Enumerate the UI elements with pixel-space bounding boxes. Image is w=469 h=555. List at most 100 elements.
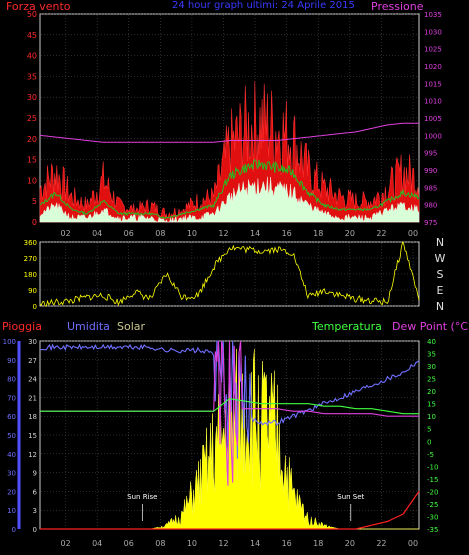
wind-tick-left: 0 (32, 218, 37, 227)
humidity-tick: 27 (28, 357, 37, 365)
temp-tick-right: 20 (427, 388, 436, 396)
weather-tick-x: 00 (408, 539, 418, 548)
wind-tick-left: 10 (27, 176, 37, 185)
rain-tick-left: 20 (7, 488, 16, 496)
humidity-tick: 6 (33, 488, 38, 496)
compass-label: N (436, 236, 444, 249)
rain-tick-left: 80 (7, 376, 16, 384)
compass-label: E (437, 284, 444, 297)
humidity-tick: 12 (28, 451, 37, 459)
humidity-tick: 15 (28, 432, 37, 440)
wind-tick-x: 16 (282, 229, 292, 238)
pressure-tick-right: 975 (424, 219, 437, 227)
humidity-tick: 30 (28, 338, 37, 346)
rain-tick-left: 100 (3, 338, 16, 346)
weather-tick-x: 02 (60, 539, 70, 548)
wind-tick-left: 45 (27, 31, 37, 40)
weather-tick-x: 10 (187, 539, 197, 548)
label-solar: Solar (117, 320, 146, 333)
humidity-tick: 9 (33, 470, 37, 478)
weather-tick-x: 14 (250, 539, 260, 548)
pressure-tick-right: 1025 (424, 46, 442, 54)
temp-tick-right: 10 (427, 413, 436, 421)
direction-tick-left: 90 (28, 287, 37, 295)
pressure-tick-right: 1010 (424, 98, 442, 106)
wind-tick-x: 18 (313, 229, 323, 238)
temp-tick-right: -20 (427, 488, 438, 496)
direction-tick-left: 360 (24, 239, 37, 247)
header-center-label: 24 hour graph ultimi: 24 Aprile 2015 (172, 0, 355, 11)
wind-tick-left: 35 (27, 72, 37, 81)
pressure-tick-right: 1000 (424, 132, 442, 140)
temp-tick-right: -15 (427, 476, 438, 484)
wind-tick-x: 22 (376, 229, 386, 238)
weather-tick-x: 08 (155, 539, 165, 548)
label-dewpoint: Dew Point (°C) (392, 320, 469, 333)
temp-tick-right: -10 (427, 463, 438, 471)
temp-tick-right: 25 (427, 376, 436, 384)
temp-tick-right: 30 (427, 363, 436, 371)
humidity-tick: 24 (28, 376, 37, 384)
direction-tick-left: 180 (24, 271, 37, 279)
pressure-tick-right: 1020 (424, 63, 442, 71)
weather-tick-x: 06 (124, 539, 134, 548)
wind-tick-left: 50 (27, 10, 37, 19)
temperature-series (40, 398, 419, 415)
temp-tick-right: 40 (427, 338, 436, 346)
compass-label: S (437, 268, 444, 281)
humidity-tick: 0 (33, 526, 37, 534)
temp-tick-right: 5 (427, 426, 431, 434)
wind-tick-x: 14 (250, 229, 260, 238)
temp-tick-right: -25 (427, 501, 438, 509)
wind-tick-x: 10 (187, 229, 197, 238)
sunset-label: Sun Set (337, 493, 364, 501)
pressure-series (39, 122, 419, 143)
weather-tick-x: 18 (313, 539, 323, 548)
temp-tick-right: 35 (427, 351, 436, 359)
pressure-tick-right: 990 (424, 167, 437, 175)
rain-tick-left: 30 (7, 470, 16, 478)
temp-tick-right: -30 (427, 513, 438, 521)
wind-direction-series (39, 240, 420, 307)
wind-gust-series (39, 81, 420, 223)
pressure-tick-right: 1030 (424, 28, 442, 36)
rain-tick-left: 50 (7, 432, 16, 440)
weather-tick-x: 22 (376, 539, 386, 548)
humidity-tick: 3 (33, 507, 37, 515)
weather-tick-x: 04 (92, 539, 102, 548)
sunrise-label: Sun Rise (127, 493, 157, 501)
label-pioggia: Pioggia (2, 320, 42, 333)
pressure-tick-right: 995 (424, 150, 437, 158)
wind-min-series (39, 176, 420, 223)
wind-tick-x: 04 (92, 229, 102, 238)
compass-label: W (435, 252, 446, 265)
wind-tick-left: 20 (27, 135, 37, 144)
wind-tick-x: 08 (155, 229, 165, 238)
pressure-tick-right: 1035 (424, 11, 442, 19)
rain-tick-left: 40 (7, 451, 16, 459)
compass-label: N (436, 300, 444, 313)
rain-series (40, 491, 420, 530)
weather-tick-x: 20 (345, 539, 355, 548)
direction-tick-left: 270 (24, 255, 37, 263)
wind-tick-x: 06 (124, 229, 134, 238)
weather-tick-x: 16 (282, 539, 292, 548)
rain-tick-left: 0 (12, 526, 16, 534)
weather-tick-x: 12 (218, 539, 228, 548)
wind-tick-x: 12 (218, 229, 228, 238)
pressure-tick-right: 985 (424, 184, 437, 192)
label-umidita: Umidita (67, 320, 110, 333)
rain-tick-left: 60 (7, 413, 16, 421)
pressure-tick-right: 980 (424, 202, 437, 210)
wind-tick-left: 25 (27, 114, 37, 123)
wind-tick-x: 00 (408, 229, 418, 238)
temp-tick-right: 15 (427, 401, 436, 409)
wind-avg-series (39, 159, 420, 220)
wind-tick-left: 15 (27, 156, 37, 165)
wind-tick-left: 5 (32, 197, 37, 206)
direction-panel-frame (39, 241, 420, 307)
rain-tick-left: 70 (7, 394, 16, 402)
wind-tick-left: 40 (27, 52, 37, 61)
wind-tick-x: 20 (345, 229, 355, 238)
